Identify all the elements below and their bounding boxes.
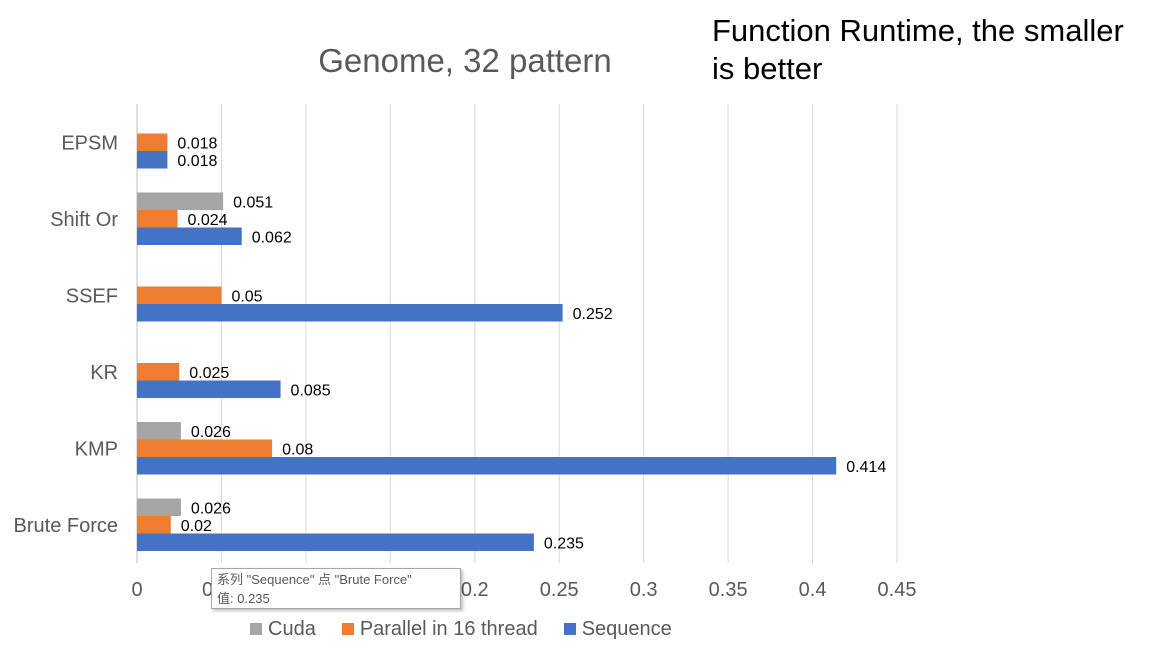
bar-parallel-in-16-thread-kr[interactable] (137, 363, 180, 381)
bar-sequence-kmp[interactable] (137, 457, 837, 475)
data-label-parallel-in-16-thread-kmp: 0.08 (282, 441, 313, 458)
data-label-parallel-in-16-thread-epsm: 0.018 (177, 135, 217, 152)
data-label-sequence-kr: 0.085 (291, 382, 331, 399)
bar-sequence-kr[interactable] (137, 380, 281, 399)
legend-label-sequence: Sequence (581, 617, 672, 640)
legend-label-parallel: Parallel in 16 thread (359, 617, 538, 640)
tooltip-series-line: 系列 "Sequence" 点 "Brute Force" (217, 572, 412, 587)
data-label-cuda-shift-or: 0.051 (233, 194, 273, 211)
legend-label-cuda: Cuda (268, 617, 316, 640)
bar-sequence-shift-or[interactable] (137, 227, 242, 246)
data-label-sequence-shift-or: 0.062 (252, 229, 292, 246)
data-label-sequence-epsm: 0.018 (177, 153, 217, 170)
category-label-epsm: EPSM (61, 132, 118, 154)
grid-lines (136, 104, 898, 563)
runtime-note: Function Runtime, the smaller is better (712, 13, 1124, 86)
x-tick-label: 0.2 (461, 579, 489, 601)
data-label-parallel-in-16-thread-kr: 0.025 (189, 365, 229, 382)
category-label-kmp: KMP (75, 438, 118, 460)
bar-parallel-in-16-thread-brute-force[interactable] (137, 516, 171, 534)
category-label-brute-force: Brute Force (14, 515, 118, 537)
chart-legend[interactable]: Cuda Parallel in 16 thread Sequence (250, 617, 698, 641)
legend-swatch-cuda (250, 623, 262, 635)
bar-parallel-in-16-thread-ssef[interactable] (137, 286, 222, 305)
chart-title: Genome, 32 pattern (318, 42, 612, 79)
bar-sequence-epsm[interactable] (137, 151, 168, 169)
legend-swatch-parallel (341, 623, 354, 635)
x-tick-label: 0 (131, 579, 142, 601)
data-label-parallel-in-16-thread-shift-or: 0.024 (188, 212, 228, 229)
bars (137, 133, 837, 552)
data-label-sequence-brute-force: 0.235 (544, 535, 584, 552)
tooltip-value-line: 值: 0.235 (217, 591, 270, 606)
category-labels: EPSM Shift Or SSEF KR KMP Brute Force (14, 132, 119, 537)
x-tick-label: 0.45 (878, 579, 917, 601)
category-label-kr: KR (90, 362, 118, 384)
category-label-shift-or: Shift Or (50, 209, 118, 231)
bar-parallel-in-16-thread-epsm[interactable] (137, 133, 168, 152)
legend-swatch-sequence (563, 623, 576, 635)
bar-cuda-brute-force[interactable] (137, 498, 181, 517)
data-label-cuda-kmp: 0.026 (191, 424, 231, 441)
bar-parallel-in-16-thread-kmp[interactable] (137, 439, 273, 458)
bar-parallel-in-16-thread-shift-or[interactable] (137, 210, 178, 228)
bar-cuda-kmp[interactable] (137, 422, 181, 440)
data-label-sequence-kmp: 0.414 (846, 459, 886, 476)
bar-sequence-ssef[interactable] (137, 304, 563, 322)
data-label-parallel-in-16-thread-brute-force: 0.02 (181, 518, 212, 535)
bar-cuda-shift-or[interactable] (137, 192, 224, 211)
category-label-ssef: SSEF (66, 285, 118, 307)
legend-item-parallel[interactable]: Parallel in 16 thread (341, 617, 538, 641)
data-label-cuda-brute-force: 0.026 (191, 500, 231, 517)
x-tick-label: 0.35 (709, 579, 748, 601)
data-label-parallel-in-16-thread-ssef: 0.05 (231, 288, 262, 305)
x-tick-label: 0.4 (799, 579, 827, 601)
data-point-tooltip: 系列 "Sequence" 点 "Brute Force" 值: 0.235 (211, 568, 461, 609)
bar-sequence-brute-force[interactable] (137, 533, 534, 552)
x-tick-label: 0.3 (630, 579, 658, 601)
legend-item-sequence[interactable]: Sequence (563, 617, 672, 641)
legend-item-cuda[interactable]: Cuda (250, 618, 316, 641)
data-label-sequence-ssef: 0.252 (573, 306, 613, 323)
x-tick-label: 0.25 (540, 579, 579, 601)
